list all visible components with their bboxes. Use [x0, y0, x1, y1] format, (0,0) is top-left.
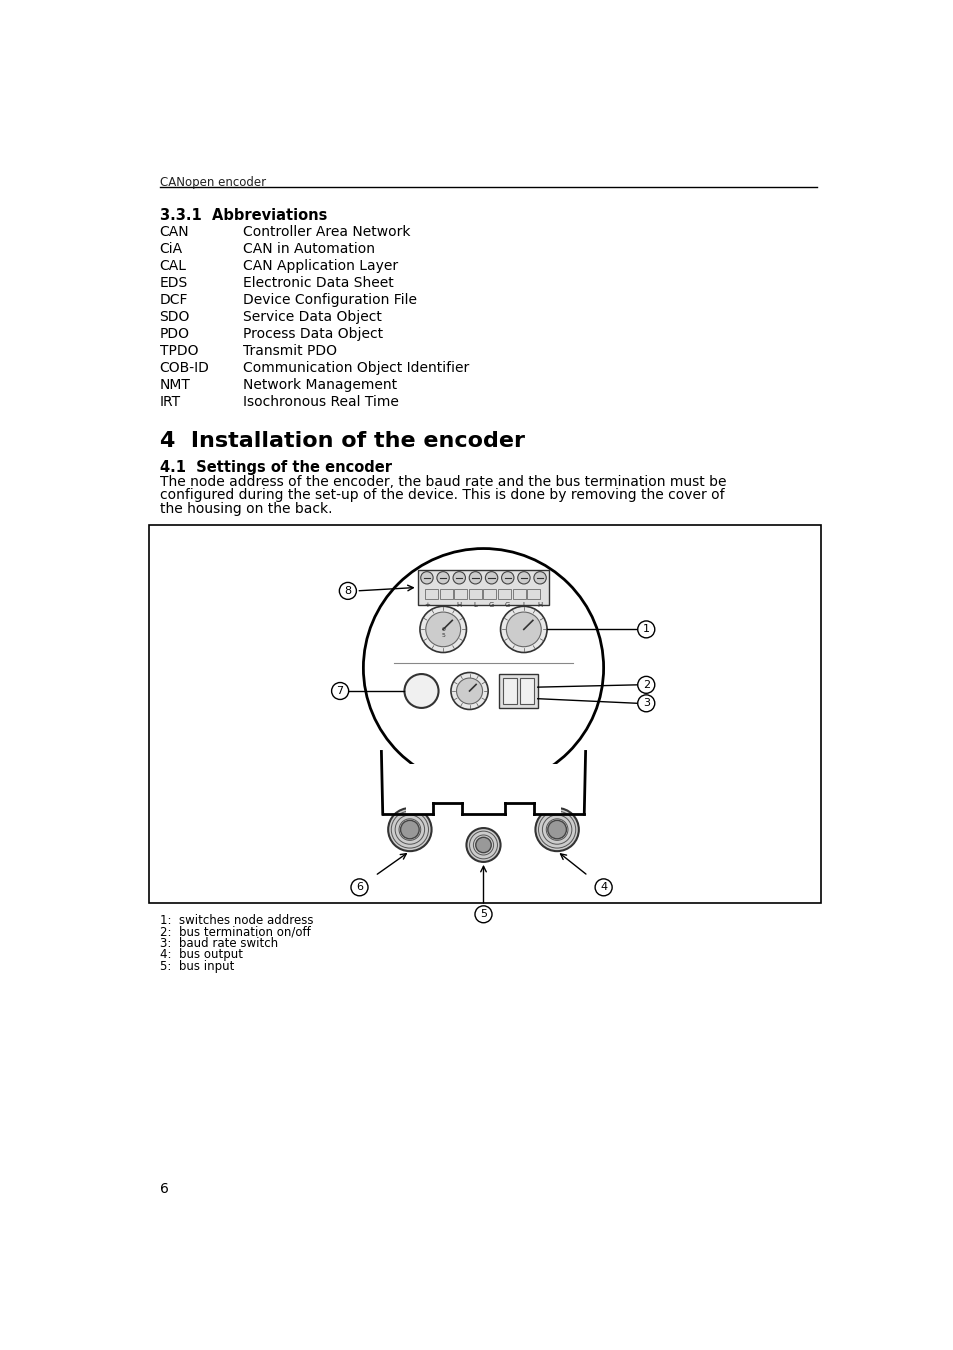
Circle shape — [456, 678, 482, 703]
Circle shape — [517, 571, 530, 585]
Circle shape — [332, 683, 348, 699]
Text: 5: 5 — [479, 910, 486, 919]
Text: DCF: DCF — [159, 293, 188, 306]
Circle shape — [466, 828, 500, 861]
Bar — [497, 590, 511, 599]
Circle shape — [476, 837, 491, 853]
Text: 5: 5 — [441, 633, 445, 639]
Bar — [527, 590, 539, 599]
Text: configured during the set-up of the device. This is done by removing the cover o: configured during the set-up of the devi… — [159, 489, 723, 502]
Bar — [469, 590, 481, 599]
Bar — [149, 525, 820, 903]
Text: 3.3.1  Abbreviations: 3.3.1 Abbreviations — [159, 208, 327, 223]
Circle shape — [339, 582, 356, 599]
Text: -: - — [441, 602, 444, 609]
Text: TPDO: TPDO — [159, 344, 198, 358]
Circle shape — [400, 821, 418, 838]
Circle shape — [637, 676, 654, 694]
Text: 6: 6 — [355, 883, 363, 892]
Text: 3:  baud rate switch: 3: baud rate switch — [159, 937, 277, 949]
Text: +: + — [423, 602, 430, 609]
Text: Device Configuration File: Device Configuration File — [243, 293, 416, 306]
Text: H: H — [456, 602, 461, 609]
Circle shape — [501, 571, 514, 585]
Circle shape — [500, 606, 546, 652]
Circle shape — [351, 879, 368, 896]
Circle shape — [485, 571, 497, 585]
Text: CAL: CAL — [159, 259, 187, 273]
Circle shape — [469, 571, 481, 585]
Text: Communication Object Identifier: Communication Object Identifier — [243, 360, 469, 375]
Text: Electronic Data Sheet: Electronic Data Sheet — [243, 275, 394, 290]
Bar — [512, 590, 525, 599]
Text: Network Management: Network Management — [243, 378, 397, 392]
Text: Service Data Object: Service Data Object — [243, 310, 382, 324]
Text: 2: 2 — [642, 680, 649, 690]
Bar — [417, 570, 549, 605]
Text: CAN Application Layer: CAN Application Layer — [243, 259, 398, 273]
Circle shape — [595, 879, 612, 896]
Text: CAN: CAN — [159, 225, 189, 239]
Bar — [519, 678, 534, 705]
Text: 6: 6 — [159, 1183, 169, 1196]
Ellipse shape — [363, 548, 603, 787]
Text: EDS: EDS — [159, 275, 188, 290]
Text: The node address of the encoder, the baud rate and the bus termination must be: The node address of the encoder, the bau… — [159, 475, 725, 490]
Circle shape — [637, 695, 654, 711]
Text: IRT: IRT — [159, 394, 180, 409]
Text: 3: 3 — [642, 698, 649, 709]
Text: CANopen encoder: CANopen encoder — [159, 176, 265, 189]
Text: L: L — [473, 602, 476, 609]
Text: 4: 4 — [599, 883, 606, 892]
Circle shape — [506, 612, 540, 647]
Circle shape — [420, 571, 433, 585]
Bar — [502, 678, 517, 705]
Bar — [454, 590, 467, 599]
Text: 4  Installation of the encoder: 4 Installation of the encoder — [159, 431, 524, 451]
Text: Transmit PDO: Transmit PDO — [243, 344, 337, 358]
Text: 7: 7 — [336, 686, 343, 697]
Text: G: G — [488, 602, 494, 609]
Circle shape — [547, 821, 566, 838]
Text: H: H — [537, 602, 542, 609]
Bar — [425, 590, 437, 599]
Text: 2:  bus termination on/off: 2: bus termination on/off — [159, 925, 310, 938]
Bar — [498, 674, 537, 707]
Text: Isochronous Real Time: Isochronous Real Time — [243, 394, 398, 409]
Circle shape — [475, 906, 492, 923]
Bar — [439, 590, 453, 599]
Text: 4:  bus output: 4: bus output — [159, 948, 242, 961]
Circle shape — [419, 606, 466, 652]
Circle shape — [637, 621, 654, 637]
Text: L: L — [521, 602, 525, 609]
Text: NMT: NMT — [159, 378, 191, 392]
Text: COB-ID: COB-ID — [159, 360, 210, 375]
Text: CAN in Automation: CAN in Automation — [243, 242, 375, 256]
Circle shape — [404, 674, 438, 707]
Circle shape — [453, 571, 465, 585]
Text: the housing on the back.: the housing on the back. — [159, 502, 332, 516]
Text: G: G — [504, 602, 510, 609]
Text: 5:  bus input: 5: bus input — [159, 960, 233, 973]
Text: Controller Area Network: Controller Area Network — [243, 225, 411, 239]
Circle shape — [535, 809, 578, 850]
Text: CiA: CiA — [159, 242, 182, 256]
Bar — [483, 590, 496, 599]
Circle shape — [451, 672, 488, 710]
Circle shape — [388, 809, 431, 850]
Circle shape — [534, 571, 546, 585]
Text: PDO: PDO — [159, 327, 190, 340]
Text: 1:  switches node address: 1: switches node address — [159, 914, 313, 926]
Text: 1: 1 — [642, 625, 649, 634]
Text: 8: 8 — [344, 586, 351, 595]
Text: Process Data Object: Process Data Object — [243, 327, 383, 340]
Text: SDO: SDO — [159, 310, 190, 324]
Circle shape — [436, 571, 449, 585]
Bar — [406, 764, 560, 814]
Text: 4.1  Settings of the encoder: 4.1 Settings of the encoder — [159, 460, 391, 475]
Circle shape — [425, 612, 460, 647]
Text: 0: 0 — [441, 626, 445, 632]
